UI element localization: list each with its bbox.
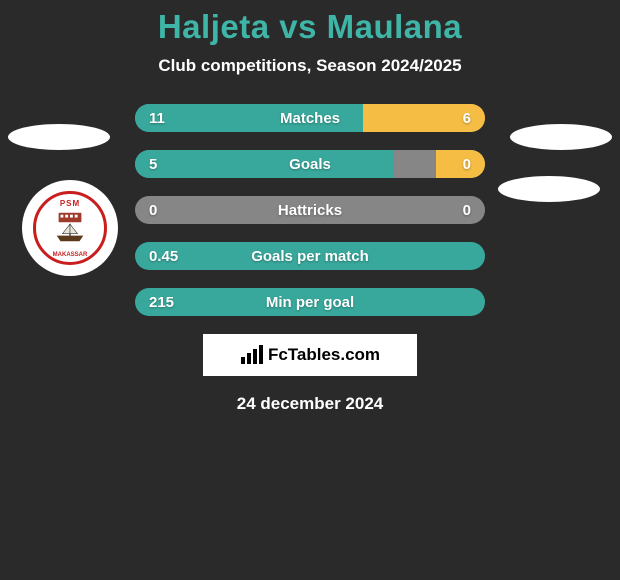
stat-bar: Matches116 <box>135 104 485 132</box>
bar-segment-left <box>135 150 394 178</box>
stat-value-left: 5 <box>149 150 157 178</box>
brand-label: FcTables.com <box>268 345 380 365</box>
date-label: 24 december 2024 <box>0 394 620 414</box>
stat-bar: Min per goal215 <box>135 288 485 316</box>
bar-segment-mid <box>135 196 485 224</box>
stat-value-right: 6 <box>463 104 471 132</box>
stat-row: Hattricks00 <box>0 196 620 224</box>
stat-row: Goals50 <box>0 150 620 178</box>
stat-row: Min per goal215 <box>0 288 620 316</box>
brand-box[interactable]: FcTables.com <box>203 334 417 376</box>
page-title: Haljeta vs Maulana <box>0 8 620 46</box>
brand-bars-icon <box>240 345 264 365</box>
stat-value-left: 0.45 <box>149 242 178 270</box>
stat-bar: Hattricks00 <box>135 196 485 224</box>
stat-value-right: 0 <box>463 196 471 224</box>
stat-value-left: 215 <box>149 288 174 316</box>
bar-segment-left <box>135 288 485 316</box>
stat-bar: Goals per match0.45 <box>135 242 485 270</box>
stat-value-left: 0 <box>149 196 157 224</box>
bar-segment-left <box>135 104 363 132</box>
bar-segment-mid <box>394 150 436 178</box>
stat-row: Goals per match0.45 <box>0 242 620 270</box>
stat-row: Matches116 <box>0 104 620 132</box>
comparison-widget: Haljeta vs Maulana Club competitions, Se… <box>0 0 620 414</box>
bar-segment-left <box>135 242 485 270</box>
bar-segment-right <box>436 150 485 178</box>
stat-value-right: 0 <box>463 150 471 178</box>
stat-value-left: 11 <box>149 104 165 132</box>
subtitle: Club competitions, Season 2024/2025 <box>0 56 620 76</box>
stat-bar: Goals50 <box>135 150 485 178</box>
